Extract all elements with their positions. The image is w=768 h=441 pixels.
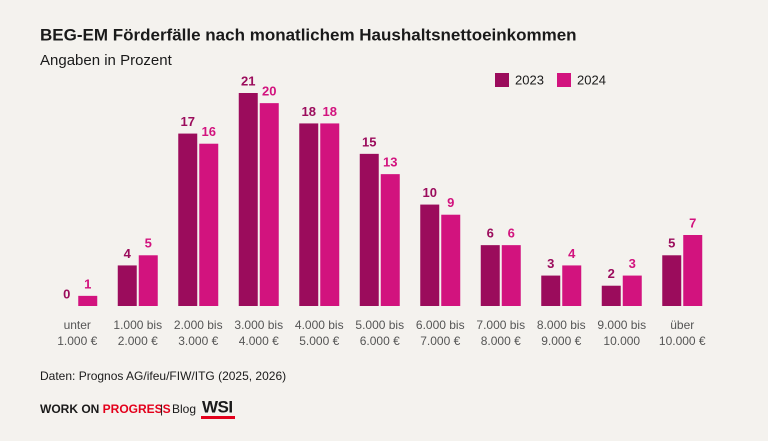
- legend-swatch: [557, 73, 571, 87]
- legend-label: 2023: [515, 72, 544, 87]
- value-label: 2: [608, 266, 615, 281]
- bar: [199, 143, 219, 306]
- x-tick-label: 7.000 €: [420, 334, 460, 348]
- x-tick-label: 2.000 bis: [174, 318, 223, 332]
- value-label: 17: [181, 114, 195, 129]
- bar: [320, 123, 340, 306]
- x-tick-label: 5.000 bis: [355, 318, 404, 332]
- bar: [662, 255, 682, 306]
- bar: [441, 214, 461, 306]
- bar: [117, 265, 137, 306]
- x-tick-label: 3.000 bis: [234, 318, 283, 332]
- bar: [138, 255, 158, 306]
- x-tick-label: 9.000 bis: [597, 318, 646, 332]
- bar: [683, 235, 703, 306]
- value-label: 7: [689, 215, 696, 230]
- x-tick-label: 7.000 bis: [476, 318, 525, 332]
- value-label: 0: [63, 286, 70, 301]
- x-tick-label: 4.000 €: [239, 334, 279, 348]
- x-tick-label: 6.000 €: [360, 334, 400, 348]
- value-label: 3: [547, 256, 554, 271]
- chart-subtitle: Angaben in Prozent: [40, 52, 173, 69]
- x-tick-label: 3.000 €: [178, 334, 218, 348]
- bar: [299, 123, 319, 306]
- value-label: 13: [383, 155, 397, 170]
- value-label: 16: [202, 124, 216, 139]
- bar: [420, 204, 440, 306]
- bar: [501, 245, 521, 306]
- separator: |: [160, 402, 163, 416]
- legend-label: 2024: [577, 72, 606, 87]
- value-label: 15: [362, 134, 376, 149]
- value-label: 5: [668, 236, 675, 251]
- brand-text: WORK ON: [40, 402, 99, 416]
- logo: WSI: [202, 397, 233, 416]
- x-tick-label: 1.000 €: [57, 334, 97, 348]
- value-label: 1: [84, 276, 91, 291]
- value-label: 9: [447, 195, 454, 210]
- x-tick-label: 8.000 bis: [537, 318, 586, 332]
- source: Daten: Prognos AG/ifeu/FIW/ITG (2025, 20…: [40, 369, 286, 383]
- bar: [480, 245, 500, 306]
- value-label: 6: [508, 226, 515, 241]
- x-tick-label: 4.000 bis: [295, 318, 344, 332]
- bar: [259, 103, 279, 307]
- value-label: 4: [568, 246, 576, 261]
- bar: [622, 275, 642, 306]
- brand: WORK ON PROGRESS: [40, 402, 171, 416]
- bar: [178, 133, 198, 306]
- x-tick-label: über: [670, 318, 694, 332]
- bar: [562, 265, 582, 306]
- value-label: 21: [241, 73, 255, 88]
- bar: [238, 93, 258, 306]
- bar: [359, 153, 379, 306]
- value-label: 4: [124, 246, 132, 261]
- x-tick-label: 10.000 €: [659, 334, 706, 348]
- bar: [78, 295, 98, 306]
- chart-title: BEG-EM Förderfälle nach monatlichem Haus…: [40, 25, 577, 44]
- value-label: 10: [423, 185, 437, 200]
- value-label: 5: [145, 236, 152, 251]
- bar: [541, 275, 561, 306]
- x-tick-label: 8.000 €: [481, 334, 521, 348]
- x-tick-label: 6.000 bis: [416, 318, 465, 332]
- value-label: 6: [487, 226, 494, 241]
- legend-swatch: [495, 73, 509, 87]
- value-label: 18: [302, 104, 316, 119]
- x-tick-label: 2.000 €: [118, 334, 158, 348]
- blog-label: Blog: [172, 402, 196, 416]
- x-tick-label: 5.000 €: [299, 334, 339, 348]
- x-tick-label: 1.000 bis: [113, 318, 162, 332]
- bar: [601, 285, 621, 306]
- value-label: 18: [323, 104, 337, 119]
- brand-highlight: PROGRESS: [103, 402, 171, 416]
- logo-underline: [201, 416, 235, 419]
- x-tick-label: unter: [64, 318, 91, 332]
- value-label: 3: [629, 256, 636, 271]
- x-tick-label: 10.000: [603, 334, 640, 348]
- bar: [380, 174, 400, 306]
- x-tick-label: 9.000 €: [541, 334, 581, 348]
- value-label: 20: [262, 84, 276, 99]
